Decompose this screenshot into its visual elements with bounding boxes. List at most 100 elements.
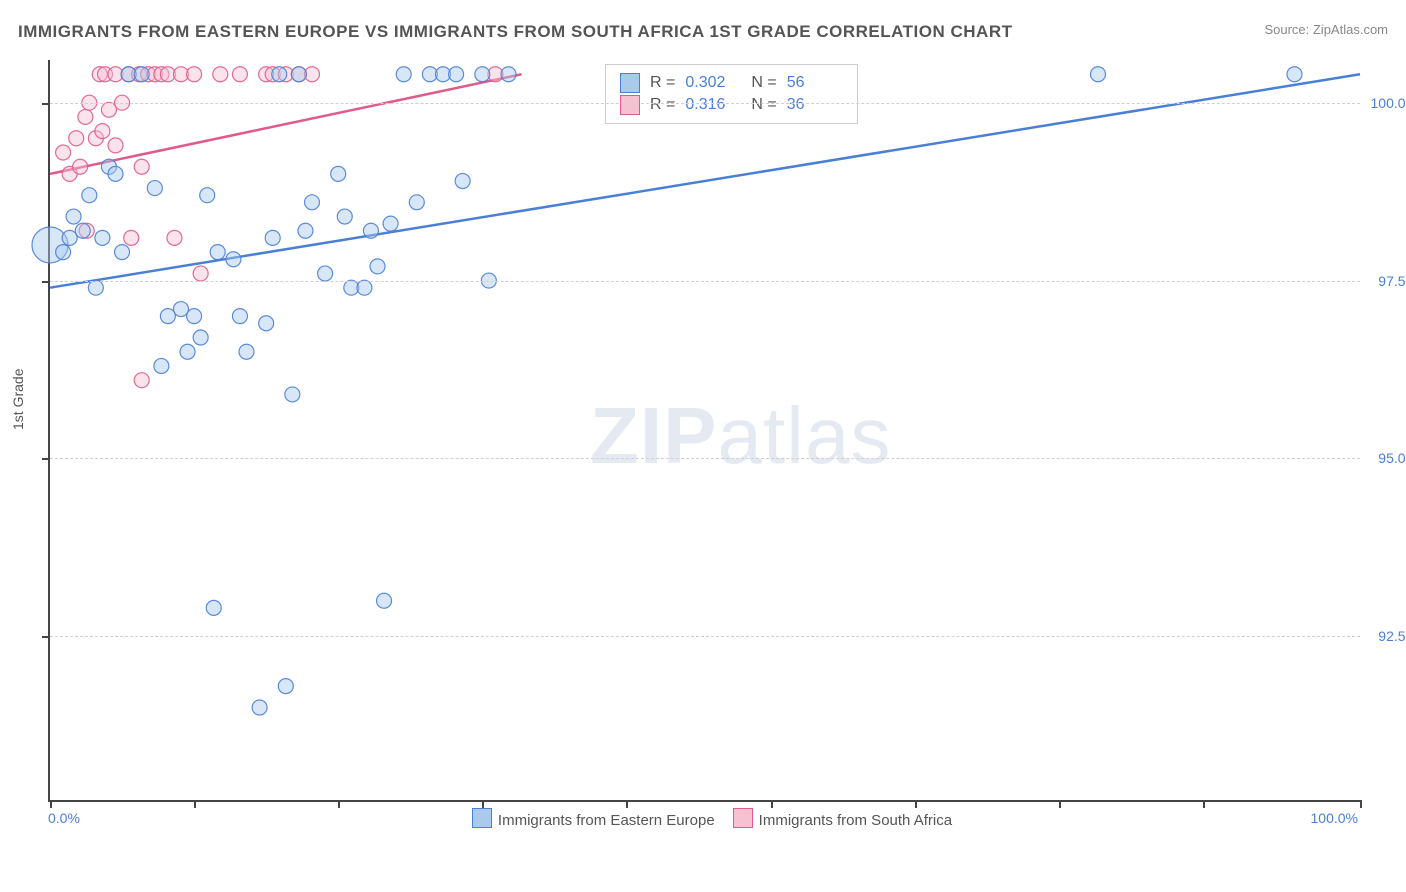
scatter-point (232, 309, 247, 324)
correlation-stat-box: R = 0.302 N = 56 R = 0.316 N = 36 (605, 64, 858, 124)
scatter-point (455, 173, 470, 188)
scatter-point (265, 230, 280, 245)
scatter-point (331, 166, 346, 181)
source-label: Source: ZipAtlas.com (1264, 22, 1388, 37)
scatter-point (1091, 67, 1106, 82)
x-tick (1059, 800, 1061, 808)
trend-line (50, 74, 522, 174)
scatter-point (108, 166, 123, 181)
x-tick (1360, 800, 1362, 808)
x-tick (915, 800, 917, 808)
r-label: R = (650, 74, 675, 92)
scatter-point (1287, 67, 1302, 82)
scatter-point (226, 252, 241, 267)
scatter-point (396, 67, 411, 82)
r-value: 0.302 (685, 74, 741, 92)
scatter-point (318, 266, 333, 281)
stat-row: R = 0.316 N = 36 (620, 95, 843, 115)
scatter-point (285, 387, 300, 402)
gridline (50, 281, 1360, 282)
n-value: 56 (787, 74, 843, 92)
scatter-point (259, 316, 274, 331)
scatter-point (206, 600, 221, 615)
n-label: N = (751, 96, 776, 114)
x-tick (1203, 800, 1205, 808)
scatter-point (239, 344, 254, 359)
scatter-point (370, 259, 385, 274)
r-value: 0.316 (685, 96, 741, 114)
scatter-point (475, 67, 490, 82)
scatter-point (134, 373, 149, 388)
scatter-point (291, 67, 306, 82)
scatter-point (88, 280, 103, 295)
x-tick (50, 800, 52, 808)
scatter-point (357, 280, 372, 295)
x-tick (482, 800, 484, 808)
scatter-point (272, 67, 287, 82)
scatter-point (73, 159, 88, 174)
legend-swatch (472, 808, 492, 828)
x-tick (771, 800, 773, 808)
scatter-point (200, 188, 215, 203)
y-tick-label: 100.0% (1371, 95, 1406, 111)
legend-label: Immigrants from South Africa (759, 812, 952, 829)
scatter-point (180, 344, 195, 359)
y-axis-label: 1st Grade (10, 369, 26, 430)
scatter-point (108, 138, 123, 153)
scatter-point (82, 188, 97, 203)
scatter-point (95, 230, 110, 245)
scatter-point (383, 216, 398, 231)
legend-label: Immigrants from Eastern Europe (498, 812, 715, 829)
scatter-point (363, 223, 378, 238)
scatter-point (501, 67, 516, 82)
scatter-point (187, 309, 202, 324)
x-tick (338, 800, 340, 808)
y-tick (42, 458, 50, 460)
n-label: N = (751, 74, 776, 92)
x-tick (194, 800, 196, 808)
y-tick (42, 636, 50, 638)
scatter-point (232, 67, 247, 82)
scatter-point (305, 195, 320, 210)
scatter-point (69, 131, 84, 146)
scatter-point (95, 124, 110, 139)
series-swatch (620, 95, 640, 115)
scatter-point (154, 358, 169, 373)
bottom-legend: Immigrants from Eastern Europe Immigrants… (0, 808, 1406, 829)
scatter-point (193, 330, 208, 345)
chart-plot-area: ZIPatlas R =0.302N =56R =0.316N =36 92.5… (48, 60, 1360, 802)
scatter-point (449, 67, 464, 82)
scatter-point (115, 245, 130, 260)
scatter-point (78, 109, 93, 124)
scatter-point (409, 195, 424, 210)
r-label: R = (650, 96, 675, 114)
scatter-point (193, 266, 208, 281)
scatter-point (377, 593, 392, 608)
scatter-point (147, 181, 162, 196)
x-tick (626, 800, 628, 808)
gridline (50, 103, 1360, 104)
series-swatch (620, 73, 640, 93)
scatter-point (298, 223, 313, 238)
scatter-point (337, 209, 352, 224)
y-tick-label: 97.5% (1378, 273, 1406, 289)
stat-row: R = 0.302 N = 56 (620, 73, 843, 93)
scatter-point (134, 159, 149, 174)
scatter-point (134, 67, 149, 82)
scatter-point (124, 230, 139, 245)
y-tick-label: 92.5% (1378, 628, 1406, 644)
scatter-point (75, 223, 90, 238)
y-tick (42, 103, 50, 105)
scatter-point (56, 145, 71, 160)
n-value: 36 (787, 96, 843, 114)
scatter-point (213, 67, 228, 82)
chart-svg (50, 60, 1360, 800)
scatter-point (187, 67, 202, 82)
y-tick (42, 281, 50, 283)
scatter-point (252, 700, 267, 715)
gridline (50, 458, 1360, 459)
y-tick-label: 95.0% (1378, 450, 1406, 466)
gridline (50, 636, 1360, 637)
legend-swatch (733, 808, 753, 828)
scatter-point (56, 245, 71, 260)
